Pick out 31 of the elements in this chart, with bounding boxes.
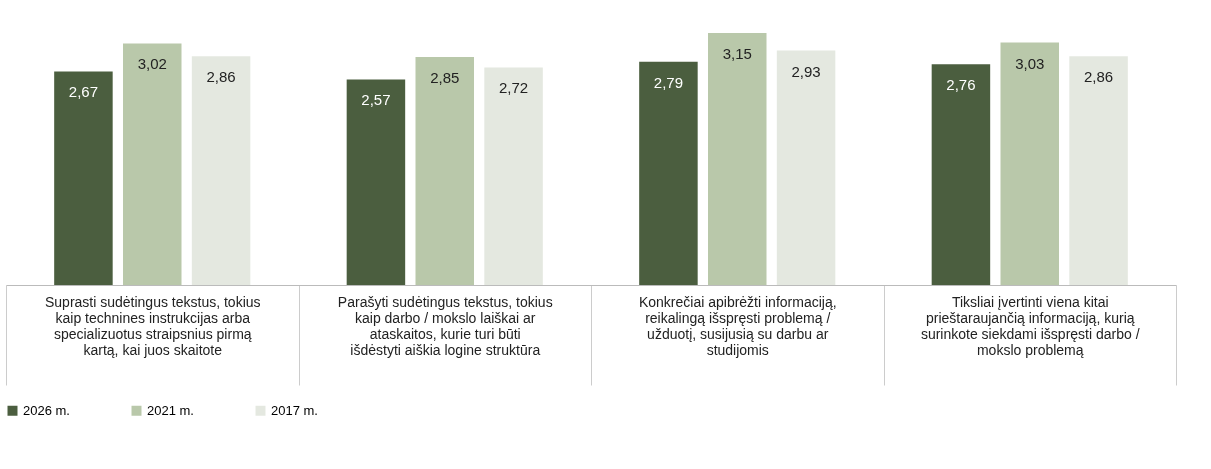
bar bbox=[639, 61, 698, 285]
x-tick-label: Tiksliai įvertinti viena kitai prieštaraujančią informaciją, kurią surinkote siekdami išspręsti darbo / mokslo problemą bbox=[920, 293, 1140, 358]
data-label: 2,93 bbox=[791, 62, 821, 80]
bar bbox=[1069, 56, 1128, 285]
data-label: 2,85 bbox=[430, 69, 460, 86]
x-tick-label: Konkrečiai apibrėžti informaciją, reikalingą išspręsti problemą / užduotį, susijusią su darbu ar studijomis bbox=[638, 293, 837, 358]
legend-label: 2026 m. bbox=[23, 402, 70, 418]
x-tick-label: Parašyti sudėtingus tekstus, tokius kaip darbo / mokslo laiškai ar ataskaitos, kurie turi būti išdėstyti aiškia logine struktūra bbox=[337, 293, 553, 358]
bar bbox=[415, 57, 474, 285]
bar bbox=[346, 79, 406, 285]
legend-label: 2017 m. bbox=[271, 402, 318, 418]
bar bbox=[708, 33, 767, 285]
data-label: 2,57 bbox=[361, 91, 391, 109]
data-label: 3,02 bbox=[137, 55, 167, 73]
data-label: 2,67 bbox=[68, 83, 99, 101]
bar bbox=[54, 71, 113, 285]
bar bbox=[484, 67, 543, 285]
data-label: 2,86 bbox=[1083, 68, 1114, 86]
bar bbox=[931, 64, 991, 285]
data-label: 3,03 bbox=[1015, 54, 1045, 72]
bar bbox=[1000, 42, 1059, 285]
bar bbox=[191, 56, 251, 285]
bar bbox=[776, 50, 836, 285]
x-tick-label: Suprasti sudėtingus tekstus, tokius kaip technines instrukcijas arba specializuotus straipsnius pirmą kartą, kai juos skaitote bbox=[44, 293, 261, 358]
data-label: 2,72 bbox=[498, 79, 529, 97]
data-label: 2,86 bbox=[206, 68, 236, 86]
data-label: 2,76 bbox=[946, 76, 976, 94]
bar bbox=[123, 43, 182, 285]
legend-label: 2021 m. bbox=[147, 402, 194, 418]
data-label: 3,15 bbox=[722, 45, 752, 62]
data-label: 2,79 bbox=[653, 73, 684, 91]
